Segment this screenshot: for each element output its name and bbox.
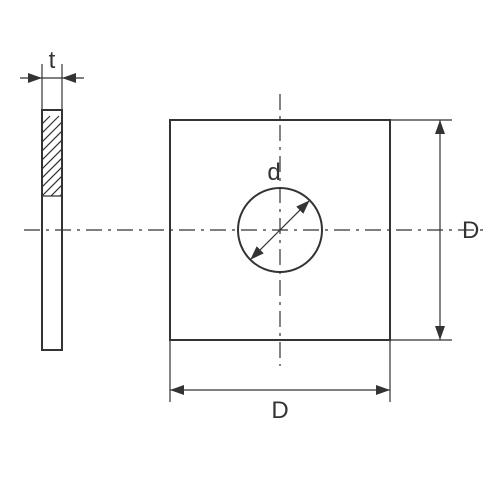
technical-drawing: t d D D	[0, 0, 500, 500]
label-hole-diameter: d	[267, 159, 280, 186]
label-height: D	[462, 217, 479, 244]
hatch-lines	[0, 116, 293, 236]
label-thickness: t	[49, 47, 56, 74]
label-width: D	[271, 397, 288, 424]
